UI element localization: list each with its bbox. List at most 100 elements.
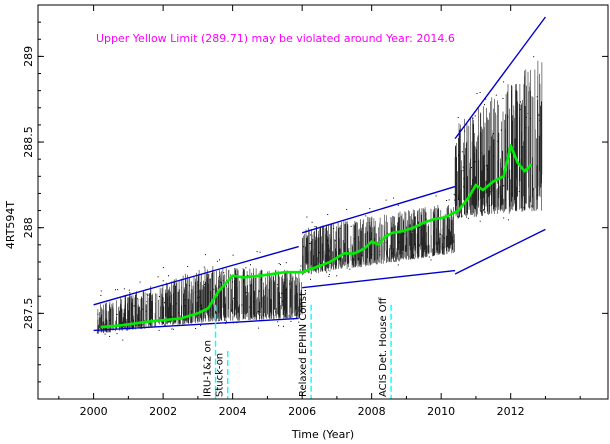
x-tick-label: 2002 xyxy=(149,405,177,418)
data-point xyxy=(115,289,116,291)
data-point xyxy=(405,245,407,246)
data-point xyxy=(197,297,198,299)
data-point xyxy=(232,281,233,283)
data-point xyxy=(281,292,283,294)
data-point xyxy=(327,214,329,215)
x-tick-label: 2012 xyxy=(497,405,525,418)
data-point xyxy=(187,266,189,267)
data-point xyxy=(511,193,513,195)
data-point xyxy=(527,113,529,114)
moving-average xyxy=(100,144,533,329)
data-point xyxy=(489,191,491,193)
data-point xyxy=(146,293,148,295)
data-point xyxy=(300,265,302,267)
data-point xyxy=(158,329,160,331)
data-point xyxy=(122,339,124,341)
data-point xyxy=(464,130,466,132)
data-point xyxy=(507,116,509,118)
data-point xyxy=(253,301,255,303)
data-point xyxy=(462,166,464,168)
data-point xyxy=(515,165,517,167)
data-point xyxy=(379,254,381,256)
data-point xyxy=(521,146,523,148)
data-point xyxy=(242,268,244,270)
data-point xyxy=(520,101,521,103)
data-point xyxy=(276,284,278,286)
data-point xyxy=(133,305,135,307)
data-point xyxy=(538,114,540,116)
axes: 2000 2002 2004 2006 2008 2010 2012 287.5 288 288.… xyxy=(22,5,608,418)
data-point xyxy=(218,276,220,277)
data-point xyxy=(275,311,276,313)
data-point xyxy=(123,326,125,327)
data-point xyxy=(328,274,330,275)
trend-line xyxy=(454,16,547,140)
data-point xyxy=(461,151,463,153)
data-point xyxy=(483,209,485,211)
data-point xyxy=(172,328,174,330)
data-point xyxy=(318,252,320,254)
data-point xyxy=(365,215,367,217)
data-point xyxy=(116,333,118,335)
data-band xyxy=(208,251,303,329)
data-point xyxy=(414,217,416,219)
data-point xyxy=(138,318,140,320)
data-point xyxy=(519,109,521,111)
moving-average-line xyxy=(100,144,533,329)
data-point xyxy=(125,321,127,323)
data-point xyxy=(218,320,220,322)
data-point xyxy=(326,271,328,273)
data-streaks xyxy=(208,266,303,322)
data-point xyxy=(415,246,417,248)
data-point xyxy=(195,328,197,329)
event-markers: IRU-1&2 on Stuck-on Relaxed EPHIN Const. AC… xyxy=(203,289,392,399)
y-tick-label: 288 xyxy=(22,217,35,238)
data-point xyxy=(314,226,316,227)
data-point xyxy=(162,280,164,282)
event-label: IRU-1&2 on xyxy=(203,340,214,397)
data-point xyxy=(484,211,486,213)
data-point xyxy=(346,209,348,210)
trend-line xyxy=(93,245,299,306)
data-point xyxy=(439,233,441,235)
data-point xyxy=(391,252,393,254)
data-point xyxy=(474,115,476,117)
data-point xyxy=(209,279,211,281)
data-point xyxy=(145,310,147,312)
data-point xyxy=(117,289,119,291)
data-point xyxy=(289,283,291,285)
data-point xyxy=(463,186,465,188)
data-point xyxy=(204,254,206,256)
data-band xyxy=(96,254,209,341)
data-point xyxy=(495,94,497,96)
event-label: Stuck-on xyxy=(215,353,226,397)
data-point xyxy=(525,116,527,118)
trend-lines xyxy=(93,16,547,332)
data-point xyxy=(233,297,235,299)
data-point xyxy=(484,104,485,106)
data-point xyxy=(311,221,313,223)
data-point xyxy=(457,117,459,118)
data-point xyxy=(218,286,220,288)
data-point xyxy=(358,258,359,259)
data-point xyxy=(482,210,484,212)
data-point xyxy=(223,272,225,274)
data-point xyxy=(201,308,203,310)
data-point xyxy=(425,218,427,220)
data-point xyxy=(97,313,99,315)
x-tick-label: 2010 xyxy=(427,405,455,418)
data-point xyxy=(197,291,199,293)
data-streaks xyxy=(96,267,209,334)
data-point xyxy=(435,195,437,197)
data-point xyxy=(467,217,469,219)
data-point xyxy=(328,276,330,277)
data-band xyxy=(302,193,456,280)
data-point xyxy=(385,242,387,243)
data-point xyxy=(503,185,505,187)
data-point xyxy=(109,309,111,311)
plot-frame xyxy=(37,4,609,400)
data-point xyxy=(385,199,387,201)
data-point xyxy=(461,215,463,217)
data-point xyxy=(428,256,430,258)
